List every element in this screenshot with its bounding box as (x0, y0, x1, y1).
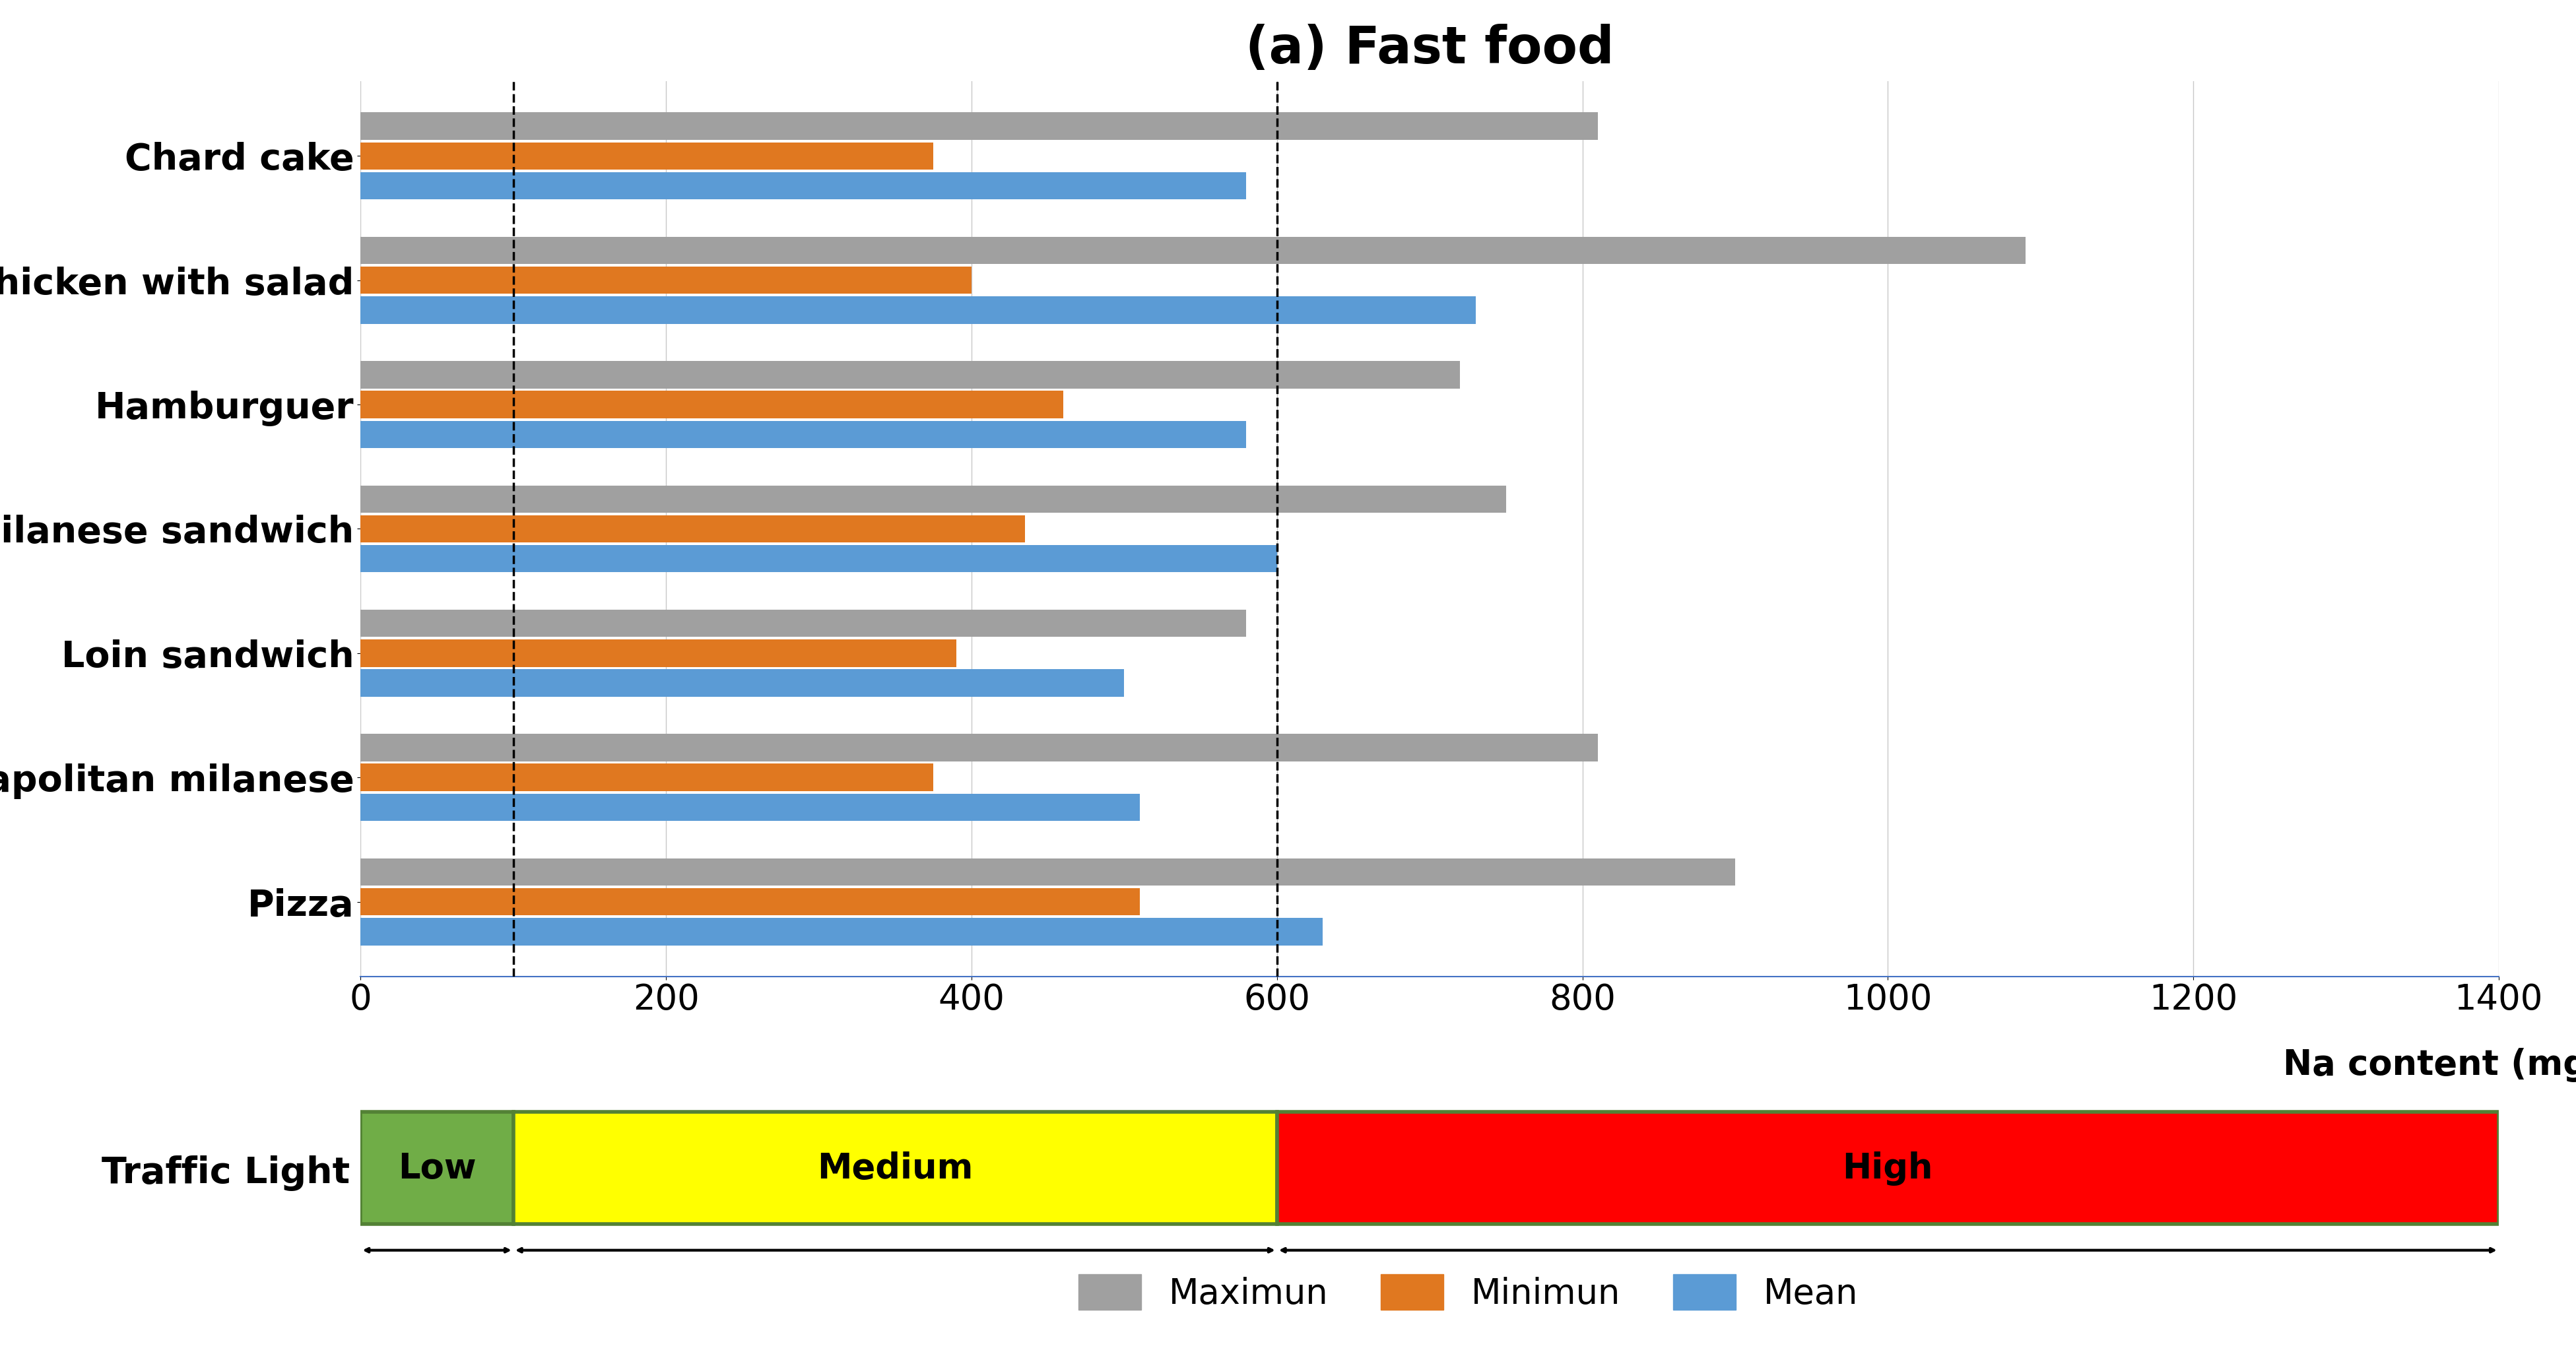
Bar (361, 793, 1139, 820)
Bar (361, 918, 1324, 945)
Bar (361, 763, 933, 791)
Bar (361, 610, 1247, 637)
Bar (361, 237, 2025, 264)
Text: Medium: Medium (817, 1151, 974, 1186)
Text: Low: Low (397, 1151, 477, 1186)
Bar (361, 297, 1476, 324)
FancyBboxPatch shape (361, 1112, 513, 1223)
Bar (361, 545, 1278, 572)
Bar (361, 858, 1736, 885)
Title: (a) Fast food: (a) Fast food (1244, 23, 1615, 73)
Bar (361, 640, 956, 667)
FancyBboxPatch shape (1278, 1112, 2499, 1223)
Bar (361, 670, 1123, 697)
Text: Traffic Light: Traffic Light (100, 1155, 350, 1191)
X-axis label: Na content (mg/100g): Na content (mg/100g) (2282, 1048, 2576, 1082)
Bar (361, 172, 1247, 199)
FancyBboxPatch shape (513, 1112, 1278, 1223)
Bar (361, 267, 971, 294)
Text: High: High (1842, 1151, 1932, 1186)
Bar (361, 391, 1064, 418)
Bar (361, 515, 1025, 542)
Bar (361, 485, 1507, 513)
Bar (361, 361, 1461, 388)
Bar (361, 113, 1597, 140)
Legend: Maximun, Minimun, Mean: Maximun, Minimun, Mean (1064, 1260, 1873, 1325)
Bar (361, 420, 1247, 447)
Bar (361, 734, 1597, 761)
Bar (361, 888, 1139, 915)
Bar (361, 142, 933, 170)
